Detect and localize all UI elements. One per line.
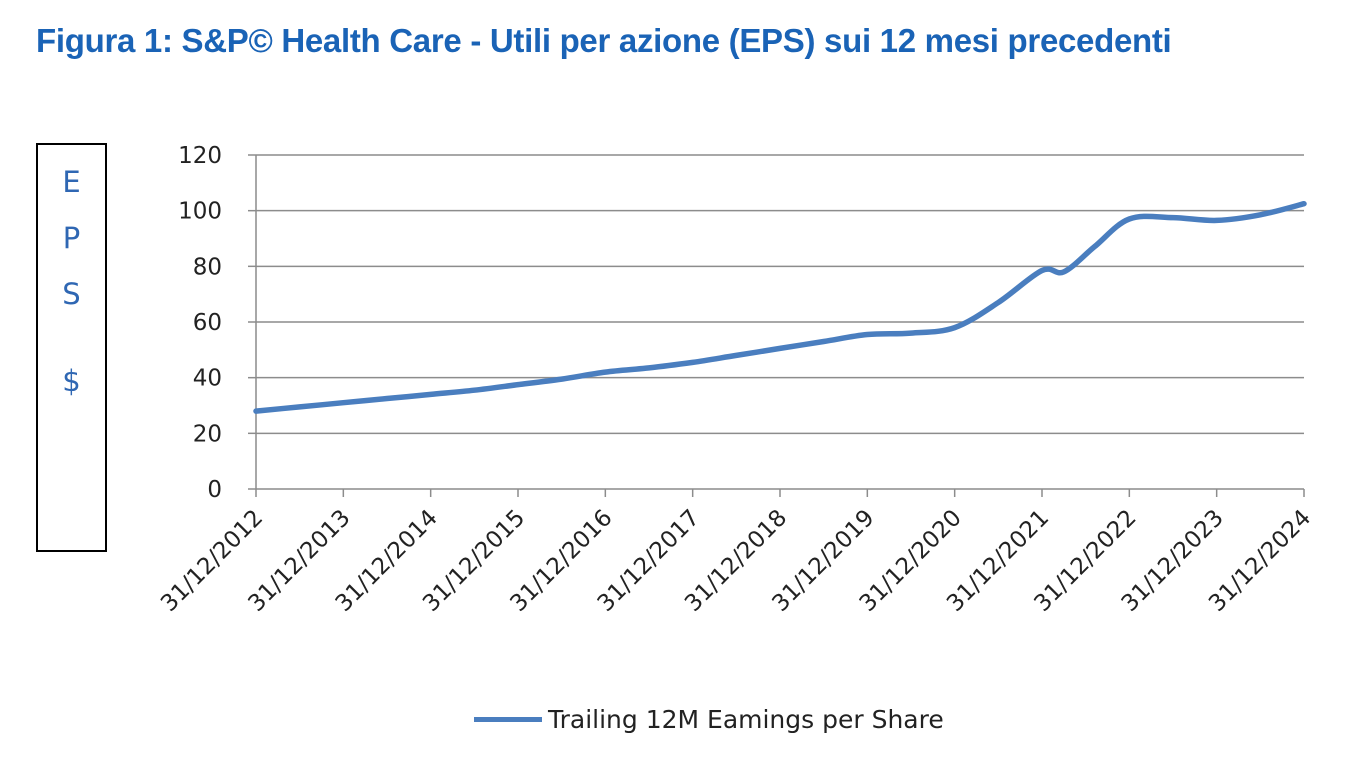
chart-title: Figura 1: S&P© Health Care - Utili per a…	[36, 22, 1172, 59]
legend-line-swatch	[474, 716, 542, 722]
y-tick-label: 0	[207, 477, 222, 503]
y-tick-label: 100	[178, 199, 222, 225]
gridlines	[256, 154, 1304, 435]
legend: Trailing 12M Eamings per Share	[474, 702, 944, 736]
y-axis-letter: P	[62, 221, 81, 255]
y-tick-label: 60	[193, 310, 222, 336]
line-chart: 0 20 40 60 80 100 120 31/12/201231/12/201331/1…	[156, 143, 1316, 617]
y-axis-letter: S	[62, 277, 81, 311]
y-tick-label: 120	[178, 143, 222, 169]
axes	[248, 154, 1305, 497]
y-axis-letter: E	[62, 165, 81, 199]
legend-label: Trailing 12M Eamings per Share	[548, 704, 944, 734]
y-tick-label: 20	[193, 421, 222, 447]
series-line	[253, 200, 1307, 414]
series-lines	[253, 200, 1307, 414]
y-axis-label-box: E P S $	[36, 143, 107, 552]
x-tick-labels: 31/12/201231/12/201331/12/201431/12/2015…	[156, 505, 1316, 617]
y-tick-label: 80	[193, 254, 222, 280]
y-tick-label: 40	[193, 366, 222, 392]
y-axis-letter: $	[62, 364, 81, 398]
y-tick-labels: 0 20 40 60 80 100 120	[178, 143, 222, 503]
